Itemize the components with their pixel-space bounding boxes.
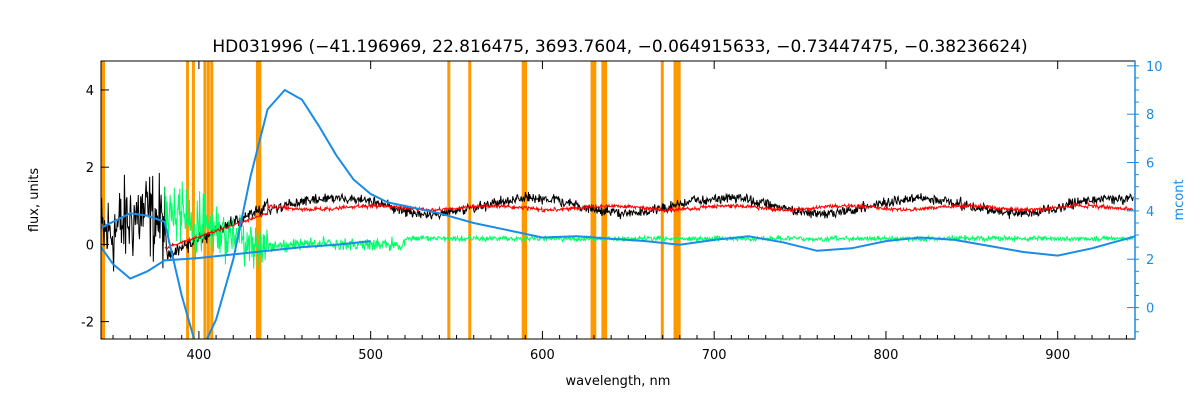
chart-title: HD031996 (−41.196969, 22.816475, 3693.76…: [212, 37, 1027, 57]
mask-lines: [101, 61, 681, 339]
y2-tick-label: 2: [1146, 253, 1154, 268]
y-axis-label: flux, units: [27, 168, 42, 233]
mcont-line: [101, 88, 1135, 339]
y2-tick-label: 10: [1146, 60, 1163, 75]
x-tick-label: 600: [530, 348, 555, 363]
y2-tick-label: 4: [1146, 205, 1154, 220]
x-axis-label: wavelength, nm: [566, 374, 671, 389]
x-tick-label: 800: [874, 348, 899, 363]
x-tick-label: 700: [702, 348, 727, 363]
plot-area: [101, 61, 1135, 339]
y2-tick-label: 0: [1146, 302, 1154, 317]
y2-axis-label: mcont: [1172, 179, 1187, 220]
y-tick-label: -2: [81, 316, 94, 331]
x-tick-label: 500: [358, 348, 383, 363]
y-tick-label: 4: [86, 84, 94, 99]
y2-tick-label: 6: [1146, 157, 1154, 172]
y2-tick-label: 8: [1146, 108, 1154, 123]
model-flux-line: [164, 201, 1134, 250]
mcont-secondary-line: [101, 240, 371, 280]
y-tick-label: 0: [86, 238, 94, 253]
y-axis-ticks: -2 0 2 4: [81, 84, 109, 331]
y2-axis-ticks: 0 2 4 6 8 10: [1127, 60, 1163, 333]
residual-flux-line: [164, 181, 1134, 269]
x-axis-ticks: 400 500 600 700 800 900: [112, 61, 1127, 363]
x-tick-label: 400: [186, 348, 211, 363]
y-tick-label: 2: [86, 161, 94, 176]
x-tick-label: 900: [1045, 348, 1070, 363]
